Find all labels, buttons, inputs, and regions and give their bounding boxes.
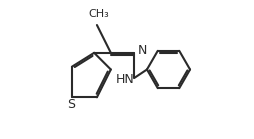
Text: S: S [67,98,75,111]
Text: N: N [137,44,147,57]
Text: CH₃: CH₃ [88,9,108,19]
Text: HN: HN [116,73,134,86]
